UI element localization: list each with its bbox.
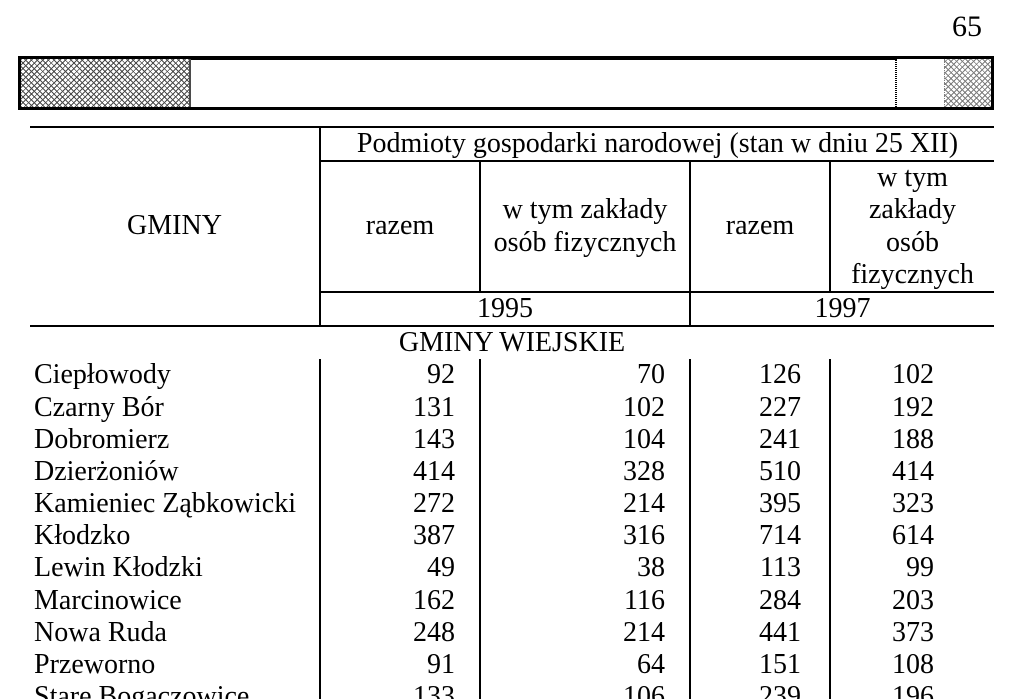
cell-razem-1995: 414 (320, 456, 480, 488)
decor-col-a (896, 59, 944, 107)
cell-name: Kamieniec Ząbkowicki (30, 488, 320, 520)
section-title: GMINY WIEJSKIE (30, 326, 994, 359)
table-row: Dobromierz143104241188 (30, 424, 994, 456)
table-row: Przeworno9164151108 (30, 649, 994, 681)
table-row: Marcinowice162116284203 (30, 585, 994, 617)
header-wtym-l2a: osób fizycznych (494, 227, 677, 258)
table-row: Dzierżoniów414328510414 (30, 456, 994, 488)
cell-name: Lewin Kłodzki (30, 552, 320, 584)
cell-wtym-1995: 214 (480, 488, 690, 520)
cell-name: Marcinowice (30, 585, 320, 617)
decor-mid (191, 59, 895, 107)
cell-razem-1997: 395 (690, 488, 830, 520)
header-razem-1997: razem (690, 161, 830, 292)
cell-razem-1995: 131 (320, 392, 480, 424)
table-row: Kłodzko387316714614 (30, 520, 994, 552)
cell-wtym-1997: 99 (830, 552, 994, 584)
cell-wtym-1995: 102 (480, 392, 690, 424)
cell-razem-1995: 162 (320, 585, 480, 617)
cell-razem-1995: 133 (320, 681, 480, 699)
decor-hatch-left (21, 59, 191, 107)
cell-name: Stare Bogaczowice (30, 681, 320, 699)
data-table: GMINY Podmioty gospodarki narodowej (sta… (30, 126, 994, 699)
cell-name: Dzierżoniów (30, 456, 320, 488)
section-row: GMINY WIEJSKIE (30, 326, 994, 359)
cell-wtym-1995: 70 (480, 359, 690, 391)
cell-razem-1997: 239 (690, 681, 830, 699)
cell-wtym-1997: 203 (830, 585, 994, 617)
page: 65 GMINY Podmioty gospodarki narodowej (… (0, 0, 1024, 699)
header-row-1: GMINY Podmioty gospodarki narodowej (sta… (30, 127, 994, 161)
cell-wtym-1995: 64 (480, 649, 690, 681)
header-razem-1995: razem (320, 161, 480, 292)
cell-razem-1995: 248 (320, 617, 480, 649)
header-spanning: Podmioty gospodarki narodowej (stan w dn… (320, 127, 994, 161)
table-container: GMINY Podmioty gospodarki narodowej (sta… (30, 126, 994, 699)
cell-razem-1997: 510 (690, 456, 830, 488)
table-body: Ciepłowody9270126102Czarny Bór1311022271… (30, 359, 994, 699)
cell-name: Przeworno (30, 649, 320, 681)
header-year-1997: 1997 (690, 292, 994, 326)
cell-wtym-1997: 414 (830, 456, 994, 488)
header-wtym-l1b: w tym zakłady (869, 162, 956, 225)
table-row: Ciepłowody9270126102 (30, 359, 994, 391)
cell-name: Czarny Bór (30, 392, 320, 424)
cell-name: Nowa Ruda (30, 617, 320, 649)
header-wtym-1995: w tym zakłady osób fizycznych (480, 161, 690, 292)
header-wtym-1997: w tym zakłady osób fizycznych (830, 161, 994, 292)
table-row: Nowa Ruda248214441373 (30, 617, 994, 649)
cell-wtym-1997: 373 (830, 617, 994, 649)
header-gminy: GMINY (30, 127, 320, 326)
cell-wtym-1995: 38 (480, 552, 690, 584)
cell-name: Dobromierz (30, 424, 320, 456)
decor-right (895, 59, 991, 107)
cell-razem-1995: 91 (320, 649, 480, 681)
page-number: 65 (952, 10, 982, 44)
table-row: Lewin Kłodzki493811399 (30, 552, 994, 584)
cell-wtym-1995: 104 (480, 424, 690, 456)
cell-name: Ciepłowody (30, 359, 320, 391)
header-wtym-l2b: osób fizycznych (851, 227, 974, 290)
table-row: Stare Bogaczowice133106239196 (30, 681, 994, 699)
cell-razem-1995: 49 (320, 552, 480, 584)
cell-wtym-1997: 323 (830, 488, 994, 520)
table-row: Kamieniec Ząbkowicki272214395323 (30, 488, 994, 520)
header-year-1995: 1995 (320, 292, 690, 326)
cell-razem-1997: 151 (690, 649, 830, 681)
cell-razem-1997: 113 (690, 552, 830, 584)
cell-razem-1995: 92 (320, 359, 480, 391)
cell-name: Kłodzko (30, 520, 320, 552)
cell-wtym-1995: 316 (480, 520, 690, 552)
decorative-header-bar (18, 56, 994, 110)
cell-wtym-1997: 192 (830, 392, 994, 424)
cell-razem-1997: 441 (690, 617, 830, 649)
cell-wtym-1997: 108 (830, 649, 994, 681)
cell-wtym-1995: 106 (480, 681, 690, 699)
cell-wtym-1997: 614 (830, 520, 994, 552)
cell-wtym-1995: 214 (480, 617, 690, 649)
cell-razem-1997: 714 (690, 520, 830, 552)
cell-razem-1995: 272 (320, 488, 480, 520)
cell-razem-1997: 241 (690, 424, 830, 456)
cell-razem-1997: 126 (690, 359, 830, 391)
table-row: Czarny Bór131102227192 (30, 392, 994, 424)
cell-razem-1997: 227 (690, 392, 830, 424)
cell-wtym-1995: 116 (480, 585, 690, 617)
header-wtym-l1a: w tym zakłady (503, 194, 668, 225)
cell-razem-1995: 387 (320, 520, 480, 552)
cell-wtym-1997: 102 (830, 359, 994, 391)
cell-wtym-1997: 188 (830, 424, 994, 456)
cell-razem-1997: 284 (690, 585, 830, 617)
decor-col-b (944, 59, 992, 107)
cell-razem-1995: 143 (320, 424, 480, 456)
cell-wtym-1997: 196 (830, 681, 994, 699)
cell-wtym-1995: 328 (480, 456, 690, 488)
